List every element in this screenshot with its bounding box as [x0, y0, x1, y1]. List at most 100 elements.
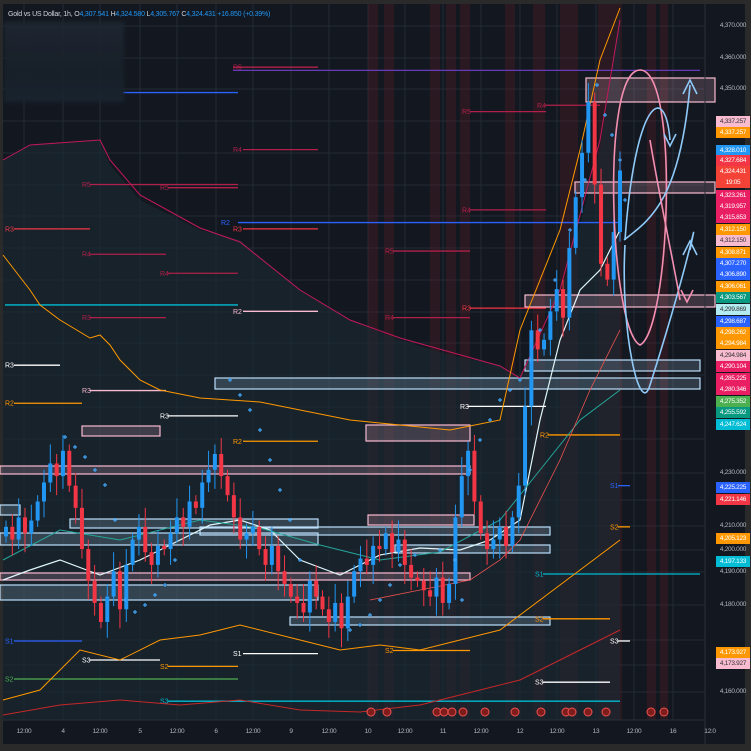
sar-cross — [460, 598, 464, 602]
candle-body — [599, 184, 604, 264]
sar-cross — [488, 418, 492, 422]
symbol-name: Gold vs US Dollar, 1h, — [8, 11, 73, 18]
event-marker-icon — [439, 707, 449, 717]
price-badge-value: 4,312.150 — [719, 237, 747, 244]
price-badge-value: 4,255.592 — [719, 409, 747, 416]
candle-body — [326, 609, 331, 622]
price-badge-value: 4,299.869 — [719, 306, 747, 313]
arrow-up-icon — [682, 239, 698, 256]
candle-body — [10, 526, 15, 540]
sar-cross — [268, 458, 272, 462]
sar-cross — [248, 408, 252, 412]
sar-cross — [438, 548, 442, 552]
price-badge-value: 4,315.853 — [719, 214, 747, 221]
candle-body — [523, 406, 528, 486]
time-tick-label: 12:00 — [321, 728, 337, 735]
candle-body — [478, 501, 483, 534]
candle-body — [22, 517, 27, 534]
session-band — [505, 4, 515, 720]
pivot-level-label: R4 — [537, 103, 546, 110]
candle-body — [212, 453, 217, 470]
pivot-level-label: R4 — [233, 147, 242, 154]
event-marker-icon — [583, 707, 593, 717]
time-tick-label: 16 — [669, 728, 677, 735]
candle-body — [250, 526, 255, 534]
event-marker-icon — [447, 707, 457, 717]
time-tick-label: 13 — [592, 728, 600, 735]
zone-rectangle — [289, 616, 551, 626]
hand-drawings[interactable] — [612, 69, 698, 394]
event-marker-icon — [510, 707, 520, 717]
pivot-level-label: S2 — [160, 664, 169, 671]
pivot-level-label: R3 — [462, 306, 471, 313]
price-badge-value: 4,323.261 — [719, 192, 747, 199]
price-badge: 4,308.871 — [716, 247, 750, 258]
zone-rectangle — [81, 425, 161, 437]
sar-cross — [518, 378, 522, 382]
sar-cross — [623, 198, 627, 202]
price-badge-value: 4,303.567 — [719, 294, 747, 301]
sar-cross — [388, 583, 392, 587]
candle-body — [440, 577, 445, 603]
price-badge: 4,306.890 — [716, 269, 750, 280]
candle-body — [383, 533, 388, 550]
sar-cross — [413, 553, 417, 557]
session-band — [647, 4, 656, 720]
symbol-legend: Gold vs US Dollar, 1h, O4,307.541 H4,324… — [8, 11, 270, 18]
pivot-level-label: R3 — [82, 315, 91, 322]
sar-cross — [163, 583, 167, 587]
zone-rectangle — [585, 77, 716, 103]
pivot-level-label: R3 — [82, 388, 91, 395]
zone-rectangle — [524, 359, 701, 372]
zone-rectangle — [367, 514, 475, 526]
candle-body — [73, 485, 78, 508]
candle-body — [162, 545, 167, 550]
candle-body — [54, 463, 59, 477]
pivot-level-label: R3 — [460, 404, 469, 411]
candle-body — [257, 526, 262, 550]
price-badge-value: 4,298.262 — [719, 329, 747, 336]
change-value: +16.850 (+0.39%) — [217, 11, 271, 18]
price-badge-value: 4,327.684 — [719, 157, 747, 164]
candle-body — [111, 571, 116, 597]
event-marker-icon — [536, 707, 546, 717]
candle-body — [371, 545, 376, 565]
sar-cross — [228, 378, 232, 382]
candle-body — [149, 552, 154, 565]
candle-body — [174, 517, 179, 534]
sar-cross — [468, 468, 472, 472]
candle-body — [29, 520, 34, 534]
price-tick-label: 4,370.000 — [719, 22, 747, 29]
pivot-level-label: R5 — [82, 182, 91, 189]
candle-body — [529, 330, 534, 407]
price-badge-value: 4,221.146 — [719, 496, 747, 503]
candle-body — [561, 289, 566, 318]
pivot-level-label: R2 — [233, 309, 242, 316]
candle-body — [244, 533, 249, 540]
time-tick-label: 12:00 — [626, 728, 642, 735]
candle-body — [238, 517, 243, 540]
sar-cross — [238, 393, 242, 397]
pivot-level-label: S2 — [5, 677, 14, 684]
time-tick-label: 10 — [364, 728, 372, 735]
candle-body — [567, 247, 572, 318]
zone-rectangle — [365, 424, 471, 442]
sar-cross — [603, 113, 607, 117]
time-tick-label: 12:00 — [549, 728, 565, 735]
candle-body — [339, 602, 344, 629]
price-badge: 4,205.123 — [716, 533, 750, 544]
candle-body — [105, 596, 110, 622]
high-value: 4,324.580 — [115, 11, 145, 18]
zone-rectangle — [394, 544, 551, 554]
arrow-down-icon — [680, 289, 694, 304]
session-band — [660, 4, 668, 720]
price-badge-value: 4,280.346 — [719, 386, 747, 393]
price-badge-value: 4,247.624 — [719, 421, 747, 428]
sar-cross — [583, 178, 587, 182]
price-badge: 4,303.567 — [716, 292, 750, 303]
time-tick-label: 12:00 — [245, 728, 261, 735]
price-badge: 4,197.133 — [716, 556, 750, 567]
pivot-level-label: R5 — [385, 249, 394, 256]
